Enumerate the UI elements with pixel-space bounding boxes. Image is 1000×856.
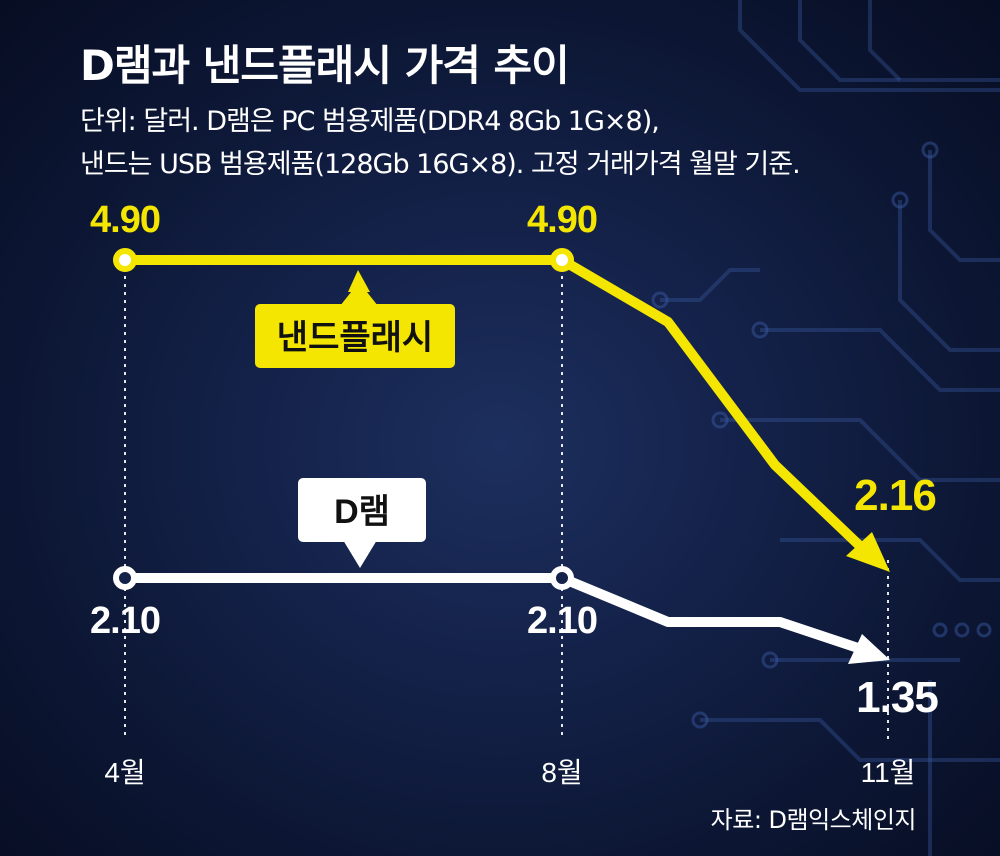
nand-point-2 — [550, 248, 574, 272]
nand-series-callout: 낸드플래시 — [255, 270, 455, 368]
nand-series-line — [120, 255, 867, 553]
dram-series-line — [120, 573, 863, 653]
dram-value-label-3: 1.35 — [856, 673, 938, 722]
dram-callout-label: D램 — [334, 493, 390, 531]
nand-arrowhead — [846, 532, 890, 572]
x-tick-label-1: 4월 — [104, 757, 145, 788]
dram-point-1 — [113, 566, 137, 590]
nand-value-label-3: 2.16 — [854, 471, 936, 520]
dram-arrowhead — [848, 634, 890, 664]
nand-value-label-1: 4.90 — [90, 199, 160, 241]
nand-callout-box — [255, 304, 455, 368]
chart-title: D램과 낸드플래시 가격 추이 — [80, 41, 570, 90]
nand-callout-label: 낸드플래시 — [277, 319, 433, 357]
dram-callout-box — [298, 478, 426, 542]
nand-point-1 — [113, 248, 137, 272]
x-tick-label-3: 11월 — [861, 757, 916, 788]
dram-point-2 — [550, 566, 574, 590]
dram-value-label-2: 2.10 — [527, 600, 597, 642]
nand-callout-pointer — [348, 270, 370, 292]
subtitle-line-2: 낸드는 USB 범용제품(128Gb 16G×8). 고정 거래가격 월말 기준… — [80, 149, 801, 180]
dram-series-callout: D램 — [298, 478, 426, 568]
chart-subtitle: 단위: 달러. D램은 PC 범용제품(DDR4 8Gb 1G×8), 낸드는 … — [80, 100, 801, 186]
source-note: 자료: D램익스체인지 — [710, 806, 917, 834]
x-tick-label-2: 8월 — [541, 757, 582, 788]
nand-value-label-2: 4.90 — [527, 199, 597, 241]
subtitle-line-1: 단위: 달러. D램은 PC 범용제품(DDR4 8Gb 1G×8), — [80, 106, 660, 137]
nand-callout-pointer-join — [340, 282, 378, 306]
dram-callout-pointer — [343, 540, 377, 568]
dram-value-label-1: 2.10 — [90, 600, 160, 642]
